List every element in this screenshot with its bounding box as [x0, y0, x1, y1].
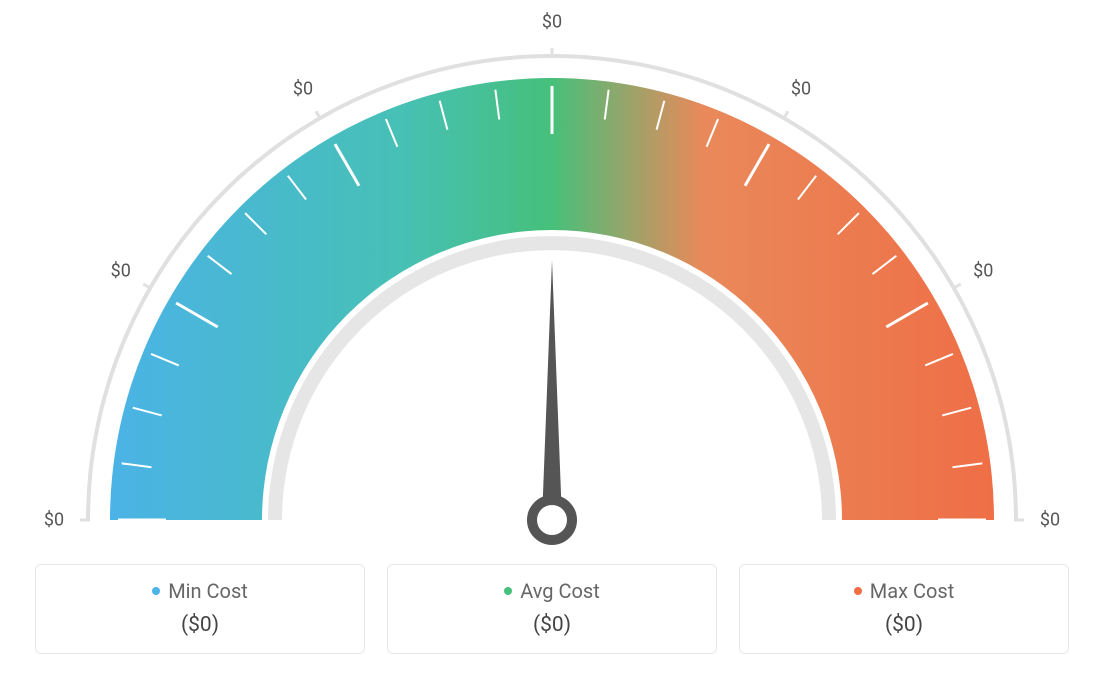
gauge-tick-label: $0 — [293, 78, 313, 99]
legend-title-avg: Avg Cost — [520, 579, 600, 603]
gauge-tick-label: $0 — [44, 510, 64, 531]
legend-value-max: ($0) — [750, 613, 1058, 637]
legend-value-min: ($0) — [46, 613, 354, 637]
legend-dot-avg — [504, 587, 512, 595]
legend-row: Min Cost ($0) Avg Cost ($0) Max Cost ($0… — [0, 564, 1104, 654]
gauge-tick-label: $0 — [542, 12, 562, 33]
legend-card-min: Min Cost ($0) — [35, 564, 365, 654]
legend-dot-max — [854, 587, 862, 595]
gauge-tick-label: $0 — [111, 261, 131, 282]
legend-title-max: Max Cost — [870, 579, 955, 603]
legend-card-max: Max Cost ($0) — [739, 564, 1069, 654]
legend-title-min: Min Cost — [168, 579, 248, 603]
gauge-tick-label: $0 — [973, 261, 993, 282]
gauge-tick-label: $0 — [1040, 510, 1060, 531]
legend-value-avg: ($0) — [398, 613, 706, 637]
gauge-svg — [0, 0, 1104, 560]
legend-dot-min — [152, 587, 160, 595]
legend-card-avg: Avg Cost ($0) — [387, 564, 717, 654]
gauge-chart: $0 $0 $0 $0 $0 $0 $0 — [0, 0, 1104, 560]
gauge-tick-label: $0 — [791, 78, 811, 99]
